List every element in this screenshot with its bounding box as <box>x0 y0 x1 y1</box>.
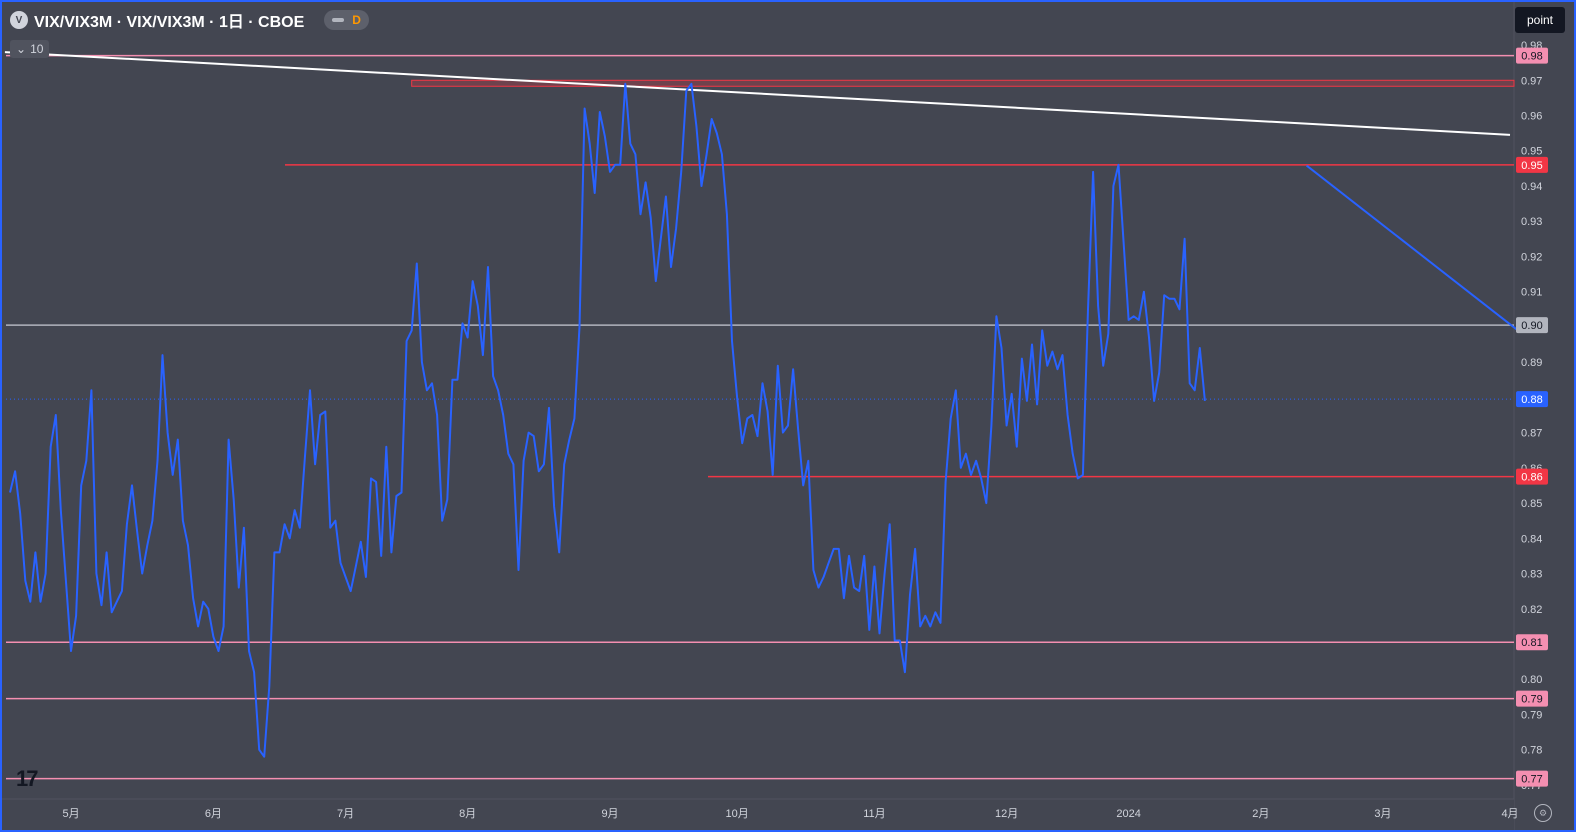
y-tick-label: 0.89 <box>1521 357 1542 369</box>
y-tick-label: 0.96 <box>1521 111 1542 123</box>
x-tick-label: 2024 <box>1116 808 1140 820</box>
price-tag-0.81: 0.81 <box>1521 637 1542 649</box>
y-tick-label: 0.92 <box>1521 251 1542 263</box>
y-tick-label: 0.93 <box>1521 216 1542 228</box>
resistance-zone[interactable] <box>411 79 1515 87</box>
price-tag-last-bg <box>1516 391 1548 408</box>
trendline-2[interactable] <box>1305 164 1521 333</box>
y-tick-label: 0.78 <box>1521 745 1542 757</box>
settings-gear-icon[interactable]: ⚙ <box>1534 804 1552 822</box>
price-tag-0.77-bg <box>1516 770 1548 787</box>
x-tick-label: 10月 <box>725 808 748 820</box>
price-tag-0.77: 0.77 <box>1521 774 1542 786</box>
interval-badge: D <box>352 13 361 27</box>
price-tag-0.86: 0.86 <box>1521 472 1542 484</box>
y-tick-label: 0.91 <box>1521 287 1542 299</box>
y-tick-label: 0.82 <box>1521 604 1542 616</box>
price-tag-0.95: 0.95 <box>1521 160 1542 172</box>
indicator-count: 10 <box>30 42 44 56</box>
price-tag-0.81-bg <box>1516 634 1548 651</box>
price-tag-0.86-bg <box>1516 468 1548 485</box>
trendline-1[interactable] <box>4 51 1511 136</box>
chevron-down-icon: ⌄ <box>16 42 27 56</box>
price-tag-last: 0.88 <box>1521 394 1542 406</box>
tradingview-logo-icon: 17 <box>16 766 39 791</box>
price-tag-0.79-bg <box>1516 690 1548 707</box>
y-tick-label: 0.97 <box>1521 75 1542 87</box>
x-tick-label: 7月 <box>337 808 354 820</box>
price-tag-0.79: 0.79 <box>1521 694 1542 706</box>
price-tag-0.95-bg <box>1516 156 1548 173</box>
y-tick-label: 0.80 <box>1521 674 1542 686</box>
x-tick-label: 12月 <box>995 808 1018 820</box>
symbol-title[interactable]: VIX/VIX3M · VIX/VIX3M · 1日 · CBOE <box>34 14 305 31</box>
y-tick-label: 0.83 <box>1521 569 1542 581</box>
chart-header: V VIX/VIX3M · VIX/VIX3M · 1日 · CBOE D <box>10 8 369 32</box>
price-tag-0.98-bg <box>1516 47 1548 64</box>
x-tick-label: 2月 <box>1252 808 1269 820</box>
x-tick-label: 4月 <box>1501 808 1518 820</box>
y-tick-label: 0.87 <box>1521 428 1542 440</box>
price-tag-0.90-bg <box>1516 317 1548 334</box>
x-tick-label: 11月 <box>863 808 885 820</box>
x-tick-label: 9月 <box>601 808 618 820</box>
indicator-collapse-button[interactable]: ⌄ 10 <box>10 40 50 58</box>
y-tick-label: 0.95 <box>1521 146 1542 158</box>
x-tick-label: 6月 <box>205 808 222 820</box>
y-tick-label: 0.85 <box>1521 498 1542 510</box>
price-tag-0.98: 0.98 <box>1521 51 1542 63</box>
interval-pill[interactable]: D <box>324 10 369 30</box>
symbol-logo-icon: V <box>10 11 28 29</box>
price-tag-0.90: 0.90 <box>1521 320 1542 332</box>
x-tick-label: 5月 <box>62 808 79 820</box>
unit-label[interactable]: point <box>1515 7 1565 33</box>
minus-icon <box>332 18 345 22</box>
y-tick-label: 0.84 <box>1521 533 1542 545</box>
series-line[interactable] <box>9 82 1206 758</box>
x-tick-label: 8月 <box>459 808 476 820</box>
time-axis[interactable] <box>2 799 1514 830</box>
y-tick-label: 0.79 <box>1521 709 1542 721</box>
x-tick-label: 3月 <box>1374 808 1391 820</box>
y-tick-label: 0.94 <box>1521 181 1542 193</box>
